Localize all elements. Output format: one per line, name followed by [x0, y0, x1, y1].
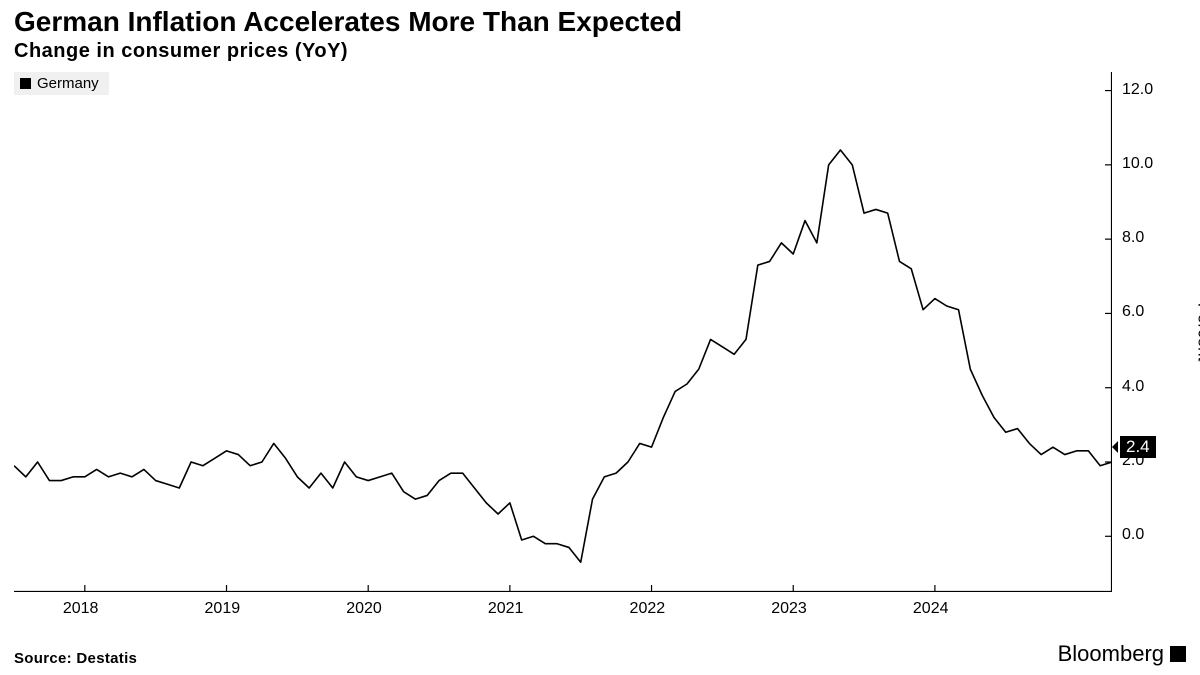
plot-area [14, 72, 1112, 597]
line-chart-svg [14, 72, 1112, 592]
x-tick-label: 2021 [488, 600, 524, 618]
y-tick-label: 6.0 [1122, 303, 1144, 321]
chart-title: German Inflation Accelerates More Than E… [14, 6, 682, 38]
x-tick-label: 2023 [771, 600, 807, 618]
x-tick-label: 2020 [346, 600, 382, 618]
y-axis-title: Percent [1193, 303, 1200, 362]
y-tick-label: 12.0 [1122, 81, 1153, 99]
chart-subtitle: Change in consumer prices (YoY) [14, 40, 348, 63]
source-text: Source: Destatis [14, 650, 137, 667]
brand-label: Bloomberg [1058, 641, 1164, 667]
value-callout: 2.4 [1120, 436, 1156, 458]
x-tick-label: 2019 [205, 600, 241, 618]
y-tick-label: 8.0 [1122, 229, 1144, 247]
y-tick-label: 10.0 [1122, 155, 1153, 173]
x-tick-label: 2024 [913, 600, 949, 618]
brand: Bloomberg [1058, 641, 1186, 667]
x-tick-label: 2022 [630, 600, 666, 618]
y-tick-label: 0.0 [1122, 526, 1144, 544]
y-tick-label: 4.0 [1122, 378, 1144, 396]
x-tick-label: 2018 [63, 600, 99, 618]
brand-icon [1170, 646, 1186, 662]
